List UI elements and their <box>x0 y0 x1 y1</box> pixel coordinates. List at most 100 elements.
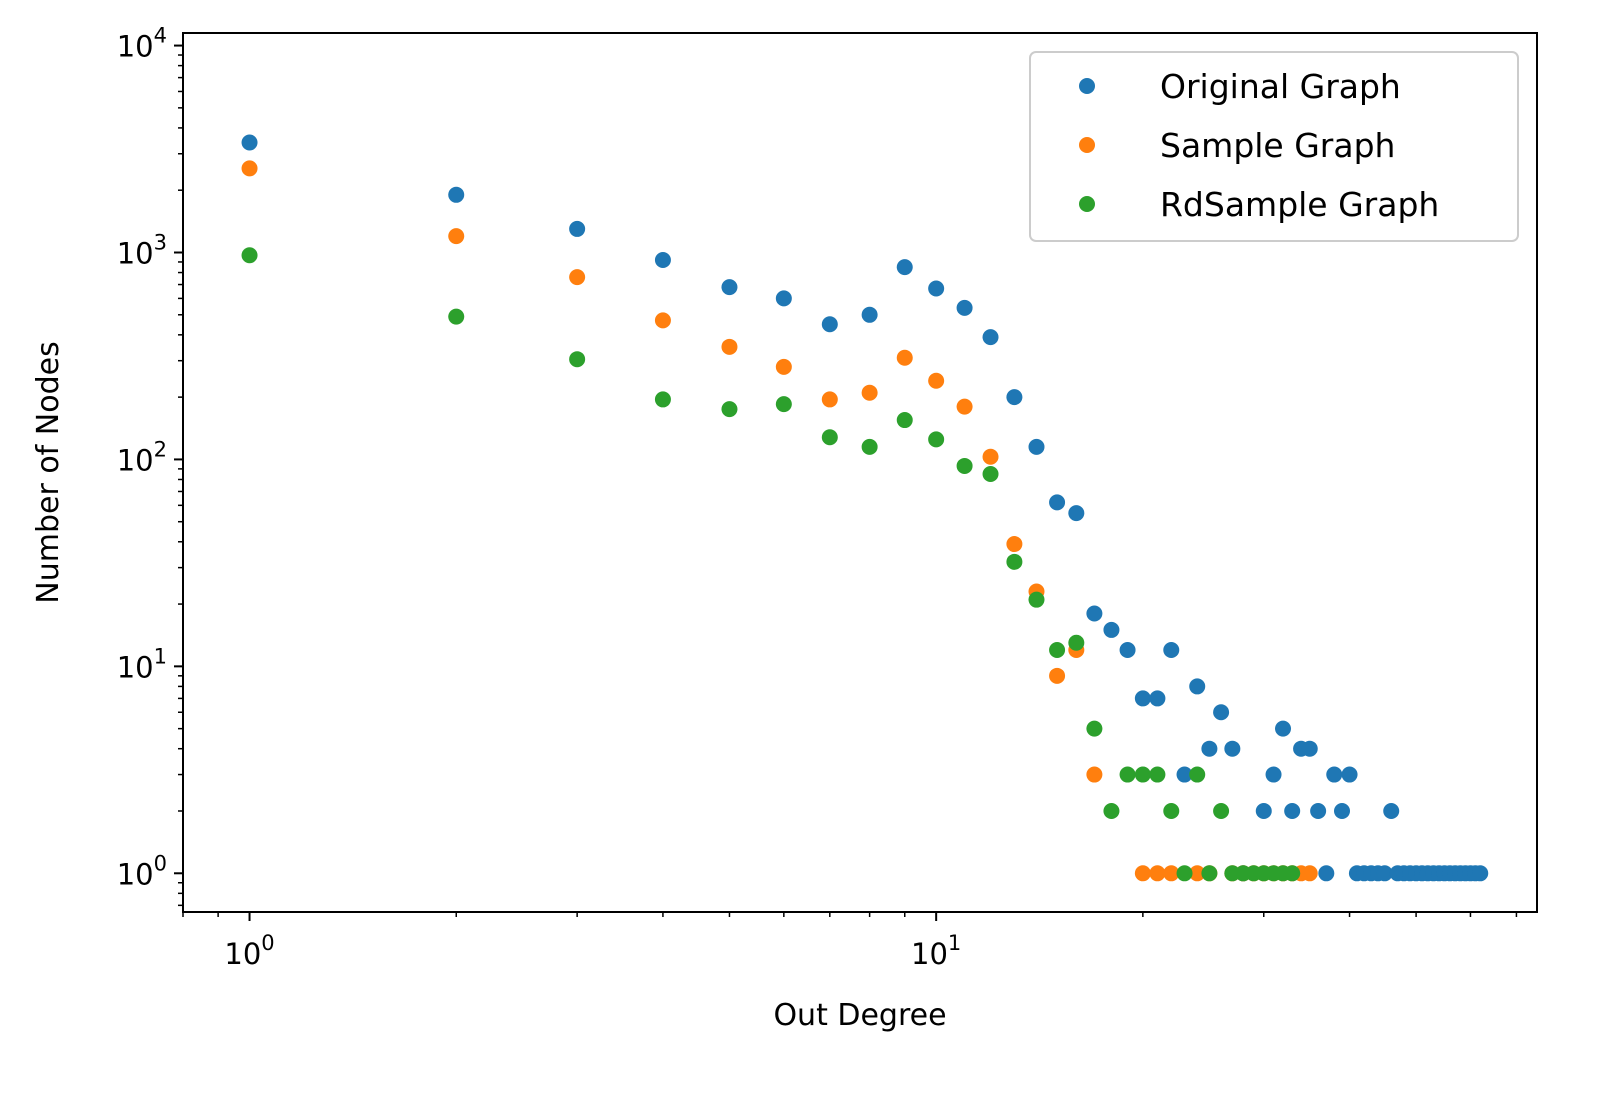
legend-marker <box>1079 78 1095 94</box>
data-points <box>241 134 1489 882</box>
series-2 <box>241 247 1301 882</box>
data-point <box>1284 802 1301 819</box>
data-point <box>1163 865 1180 882</box>
data-point <box>1189 766 1206 783</box>
y-tick-label: 100 <box>117 851 167 891</box>
data-point <box>1049 641 1066 658</box>
data-point <box>1341 766 1358 783</box>
data-point <box>1201 865 1218 882</box>
data-point <box>1224 740 1241 757</box>
data-point <box>1049 494 1066 511</box>
data-point <box>1472 865 1489 882</box>
axes-frame <box>182 32 1538 913</box>
y-tick-label: 103 <box>117 230 167 270</box>
data-point <box>721 338 738 355</box>
data-point <box>928 372 945 389</box>
data-point <box>241 134 258 151</box>
data-point <box>1103 621 1120 638</box>
data-point <box>896 349 913 366</box>
data-point <box>1119 766 1136 783</box>
data-point <box>1086 605 1103 622</box>
data-point <box>896 259 913 276</box>
data-point <box>1006 389 1023 406</box>
data-point <box>821 429 838 446</box>
x-tick-label: 101 <box>911 931 961 971</box>
data-point <box>982 329 999 346</box>
data-point <box>1134 766 1151 783</box>
data-point <box>1189 865 1206 882</box>
data-point <box>1301 865 1318 882</box>
data-point <box>1326 766 1343 783</box>
y-axis-label: Number of Nodes <box>31 341 66 603</box>
data-point <box>1103 802 1120 819</box>
data-point <box>448 308 465 325</box>
data-point <box>1134 690 1151 707</box>
data-point <box>1049 667 1066 684</box>
data-point <box>241 247 258 264</box>
data-point <box>775 358 792 375</box>
data-point <box>861 306 878 323</box>
data-point <box>1163 802 1180 819</box>
data-point <box>1301 740 1318 757</box>
data-point <box>956 457 973 474</box>
tick-labels: 100 101 100 101 102 103 104 <box>117 24 962 971</box>
data-point <box>775 290 792 307</box>
legend-entry: Sample Graph <box>1079 126 1395 165</box>
data-point <box>1149 865 1166 882</box>
legend-box <box>1029 51 1519 242</box>
data-point <box>928 280 945 297</box>
data-point <box>1318 865 1335 882</box>
y-tick-label: 104 <box>117 24 167 64</box>
data-point <box>1149 766 1166 783</box>
data-point <box>654 312 671 329</box>
data-point <box>1255 802 1272 819</box>
data-point <box>1284 865 1301 882</box>
data-point <box>1383 802 1400 819</box>
data-point <box>448 228 465 245</box>
data-point <box>1028 438 1045 455</box>
data-point <box>1068 634 1085 651</box>
major-ticks <box>174 44 938 921</box>
data-point <box>861 438 878 455</box>
data-point <box>654 391 671 408</box>
data-point <box>241 160 258 177</box>
data-point <box>1006 553 1023 570</box>
data-point <box>821 391 838 408</box>
data-point <box>982 466 999 483</box>
data-point <box>1275 720 1292 737</box>
data-point <box>1149 690 1166 707</box>
data-point <box>1134 865 1151 882</box>
data-point <box>654 251 671 268</box>
data-point <box>1265 766 1282 783</box>
data-point <box>721 279 738 296</box>
data-point <box>928 431 945 448</box>
x-tick-label: 100 <box>224 931 274 971</box>
data-point <box>1213 802 1230 819</box>
data-point <box>1028 591 1045 608</box>
legend-entry: RdSample Graph <box>1079 185 1439 224</box>
data-point <box>448 186 465 203</box>
legend-label: Original Graph <box>1160 67 1401 106</box>
data-point <box>569 351 586 368</box>
legend-label: Sample Graph <box>1160 126 1395 165</box>
data-point <box>1176 865 1193 882</box>
data-point <box>721 401 738 418</box>
data-point <box>1086 766 1103 783</box>
y-tick-label: 102 <box>117 437 167 477</box>
legend-entry: Original Graph <box>1079 67 1401 106</box>
data-point <box>821 316 838 333</box>
legend-label: RdSample Graph <box>1160 185 1439 224</box>
data-point <box>775 396 792 413</box>
data-point <box>956 299 973 316</box>
data-point <box>1189 678 1206 695</box>
y-tick-label: 101 <box>117 644 167 684</box>
data-point <box>1086 720 1103 737</box>
data-point <box>569 220 586 237</box>
series-0 <box>241 134 1489 882</box>
legend-marker <box>1079 137 1095 153</box>
data-point <box>1006 536 1023 553</box>
x-axis-label: Out Degree <box>773 998 946 1033</box>
data-point <box>861 384 878 401</box>
data-point <box>1201 740 1218 757</box>
